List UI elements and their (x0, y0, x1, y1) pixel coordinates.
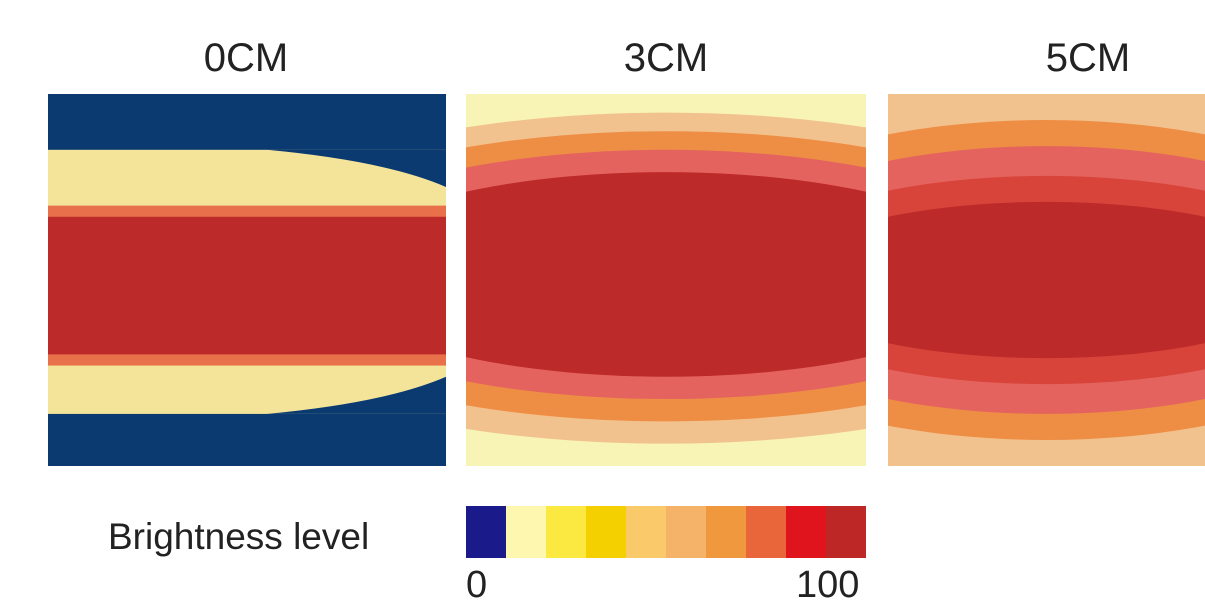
legend-swatch (626, 506, 666, 558)
panel-title-3cm: 3CM (623, 36, 709, 80)
legend-swatch (466, 506, 506, 558)
legend-max-label: 100 (796, 564, 860, 606)
legend-swatch (746, 506, 786, 558)
heatmap-edge-wedge (266, 149, 446, 187)
legend-color-scale (466, 506, 866, 558)
panel-title-0cm: 0CM (203, 36, 289, 80)
legend-min-label: 0 (466, 564, 488, 606)
heatmap-band (48, 354, 446, 367)
heatmap-band (48, 413, 446, 466)
legend-swatch (826, 506, 866, 558)
heatmap-svg (888, 94, 1205, 466)
heatmap-edge-wedge (266, 376, 446, 414)
heatmap-svg (466, 94, 866, 466)
legend-swatch (666, 506, 706, 558)
heatmap-panel-0cm (48, 94, 446, 466)
heatmap-band (48, 205, 446, 218)
legend-swatch (586, 506, 626, 558)
heatmap-panel-3cm (466, 94, 866, 466)
legend-swatch (786, 506, 826, 558)
legend-label: Brightness level (108, 516, 370, 557)
heatmap-contour (466, 172, 866, 377)
legend-swatch (546, 506, 586, 558)
legend-swatch (506, 506, 546, 558)
heatmap-svg (48, 94, 446, 466)
panel-title-5cm: 5CM (1045, 36, 1131, 80)
heatmap-panel-5cm (888, 94, 1205, 466)
legend-swatch (706, 506, 746, 558)
heatmap-contour (888, 201, 1205, 359)
heatmap-band (48, 94, 446, 151)
heatmap-band (48, 216, 446, 355)
